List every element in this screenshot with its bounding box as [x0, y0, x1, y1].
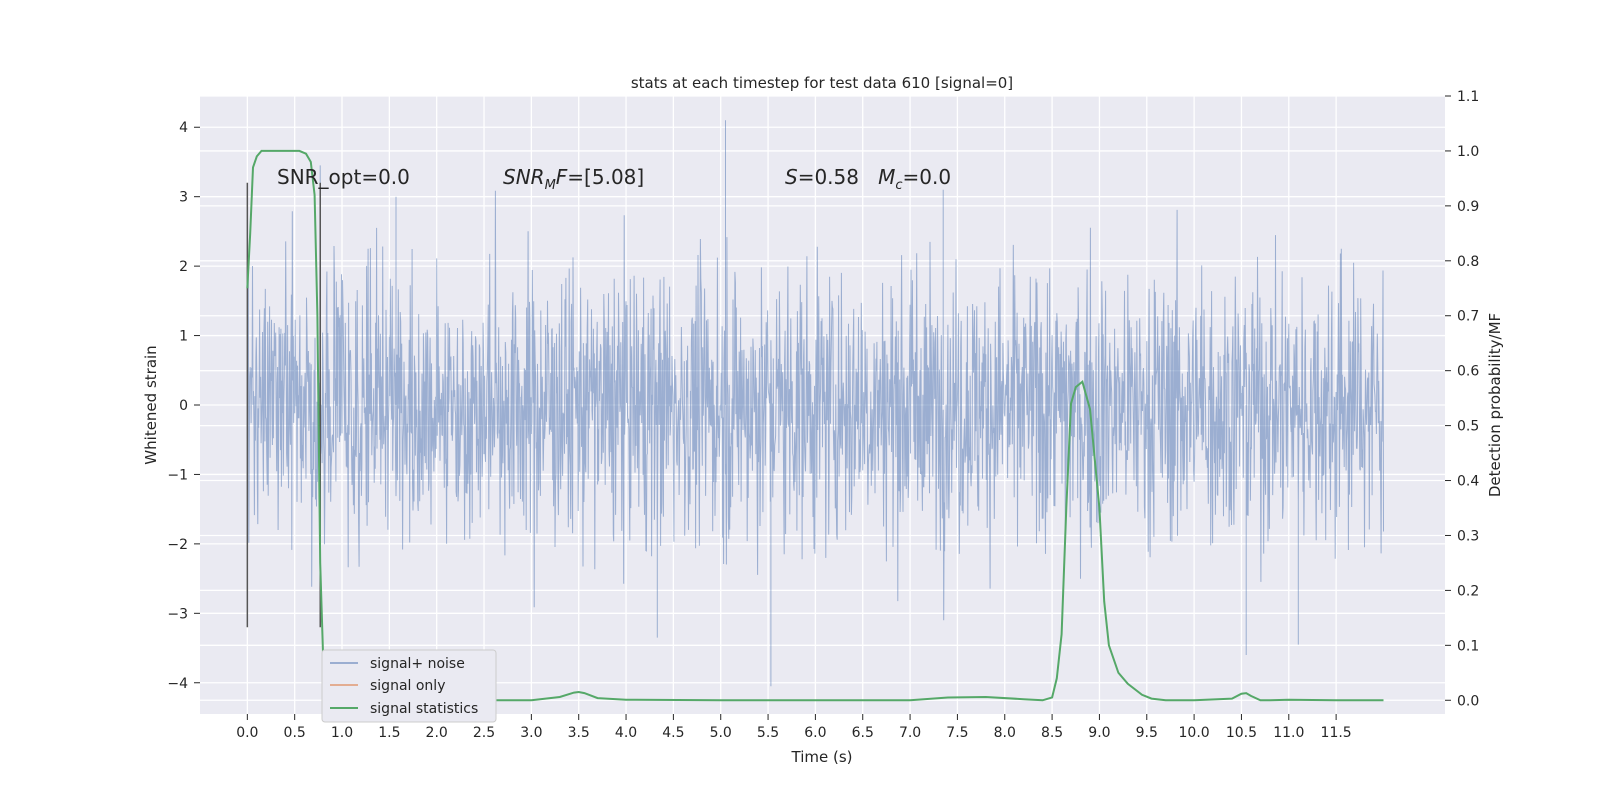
x-tick-label: 3.5 — [568, 725, 590, 741]
legend: signal+ noise signal only signal statist… — [321, 649, 497, 723]
annotation-snr-mf-part: SNR — [503, 165, 545, 189]
annotation-snr-opt: SNR_opt=0.0 — [277, 165, 410, 189]
y-left-tick-label: −4 — [167, 676, 188, 692]
annotation-mc-value: =0.0 — [903, 165, 952, 189]
y-right-tick-label: 0.1 — [1457, 638, 1479, 654]
annotation-mc-part: M — [878, 165, 895, 189]
y-left-tick-label: 2 — [179, 259, 188, 275]
annotation-mc-sub: c — [895, 178, 902, 193]
x-tick-label: 11.5 — [1321, 725, 1352, 741]
y-right-tick-label: 0.5 — [1457, 419, 1479, 435]
y-left-axis-label: Whitened strain — [142, 345, 160, 464]
x-tick-label: 6.5 — [852, 725, 874, 741]
legend-label-signal-statistics: signal statistics — [370, 701, 478, 717]
annotations: SNR_opt=0.0 SNRMF=[5.08] S=0.58 Mc=0.0 — [277, 165, 951, 193]
annotation-s-part: S — [785, 165, 798, 189]
x-tick-label: 9.0 — [1088, 725, 1110, 741]
legend-label-signal-noise: signal+ noise — [370, 656, 465, 672]
x-tick-label: 0.5 — [284, 725, 306, 741]
y-right-tick-label: 0.3 — [1457, 528, 1479, 544]
x-tick-label: 9.5 — [1136, 725, 1158, 741]
y-right-tick-label: 0.4 — [1457, 474, 1479, 490]
x-axis-label: Time (s) — [791, 748, 853, 766]
x-tick-label: 4.5 — [662, 725, 684, 741]
x-tick-label: 7.5 — [946, 725, 968, 741]
annotation-snr-mf: SNRMF=[5.08] — [503, 165, 644, 193]
x-tick-label: 5.5 — [757, 725, 779, 741]
annotation-s-mc: S=0.58 Mc=0.0 — [785, 165, 951, 193]
annotation-snr-mf-part: F — [556, 165, 568, 189]
y-left-tick-label: 1 — [179, 329, 188, 345]
y-right-tick-label: 0.8 — [1457, 254, 1479, 270]
y-left-tick-label: −1 — [167, 467, 188, 483]
y-left-tick-label: −3 — [167, 606, 188, 622]
y-right-tick-label: 0.2 — [1457, 583, 1479, 599]
y-left-tick-label: 3 — [179, 190, 188, 206]
x-axis-ticks: 0.0 0.5 1.0 1.5 2.0 2.5 3.0 3.5 4.0 4.5 5.0 5.5 6.0 6… — [236, 714, 1352, 741]
annotation-snr-mf-sub: M — [545, 178, 556, 193]
x-tick-label: 1.0 — [331, 725, 353, 741]
y-right-tick-label: 1.0 — [1457, 144, 1479, 160]
y-left-tick-label: 0 — [179, 398, 188, 414]
x-tick-label: 3.0 — [520, 725, 542, 741]
x-tick-label: 4.0 — [615, 725, 637, 741]
y-right-tick-label: 0.6 — [1457, 364, 1479, 380]
x-tick-label: 10.0 — [1179, 725, 1210, 741]
annotation-snr-mf-value: =[5.08] — [567, 165, 644, 189]
x-tick-label: 2.0 — [426, 725, 448, 741]
chart-title: stats at each timestep for test data 610… — [631, 74, 1013, 92]
y-right-tick-label: 0.7 — [1457, 309, 1479, 325]
y-left-tick-label: 4 — [179, 120, 188, 136]
x-tick-label: 1.5 — [378, 725, 400, 741]
x-tick-label: 8.5 — [1041, 725, 1063, 741]
x-tick-label: 8.0 — [994, 725, 1016, 741]
series-signal-statistics — [246, 149, 1384, 702]
x-tick-label: 5.0 — [710, 725, 732, 741]
legend-box — [321, 649, 497, 723]
x-tick-label: 11.0 — [1273, 725, 1304, 741]
y-left-axis-ticks: 4 3 2 1 0 −1 −2 −3 −4 — [167, 120, 200, 692]
x-tick-label: 7.0 — [899, 725, 921, 741]
y-left-tick-label: −2 — [167, 537, 188, 553]
x-tick-label: 2.5 — [473, 725, 495, 741]
y-right-axis-label: Detection probability/MF — [1486, 313, 1504, 497]
y-right-tick-label: 0.0 — [1457, 693, 1479, 709]
signal-statistics-line — [246, 149, 1384, 702]
annotation-s-value: =0.58 — [798, 165, 878, 189]
x-tick-label: 6.0 — [804, 725, 826, 741]
y-right-axis-ticks: 1.1 1.0 0.9 0.8 0.7 0.6 0.5 0.4 0.3 0.2 0.1 0.0 — [1445, 89, 1479, 709]
legend-label-signal-only: signal only — [370, 678, 445, 694]
x-tick-label: 0.0 — [236, 725, 258, 741]
y-right-tick-label: 1.1 — [1457, 89, 1479, 105]
x-tick-label: 10.5 — [1226, 725, 1257, 741]
y-right-tick-label: 0.9 — [1457, 199, 1479, 215]
